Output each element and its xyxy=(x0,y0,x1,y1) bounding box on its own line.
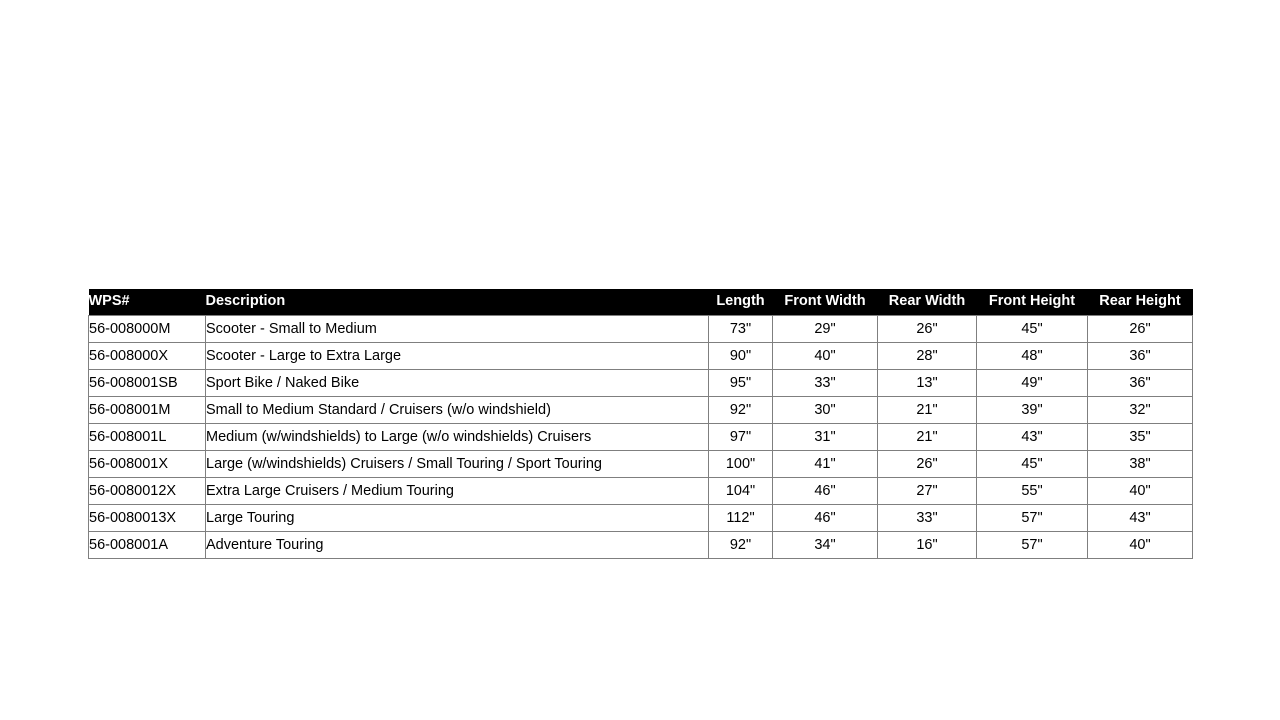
cell-length: 95" xyxy=(708,369,773,397)
cell-front-height: 48" xyxy=(976,342,1088,370)
cell-rear-width: 26" xyxy=(877,450,977,478)
cell-wps: 56-008000X xyxy=(88,342,206,370)
cell-front-height: 43" xyxy=(976,423,1088,451)
cell-length: 100" xyxy=(708,450,773,478)
cell-wps: 56-008001M xyxy=(88,396,206,424)
table-row: 56-008001M Small to Medium Standard / Cr… xyxy=(88,396,1193,424)
cell-front-height: 57" xyxy=(976,504,1088,532)
cell-rear-width: 27" xyxy=(877,477,977,505)
cell-front-width: 29" xyxy=(772,315,878,343)
table-row: 56-0080012X Extra Large Cruisers / Mediu… xyxy=(88,477,1193,505)
cell-description: Extra Large Cruisers / Medium Touring xyxy=(205,477,709,505)
cell-length: 112" xyxy=(708,504,773,532)
cell-length: 90" xyxy=(708,342,773,370)
cell-description: Large Touring xyxy=(205,504,709,532)
cell-front-width: 31" xyxy=(772,423,878,451)
cell-length: 104" xyxy=(708,477,773,505)
cell-length: 92" xyxy=(708,531,773,559)
cell-rear-height: 40" xyxy=(1087,477,1193,505)
cell-front-width: 46" xyxy=(772,504,878,532)
cell-length: 97" xyxy=(708,423,773,451)
cell-rear-width: 28" xyxy=(877,342,977,370)
cell-description: Adventure Touring xyxy=(205,531,709,559)
cell-front-height: 45" xyxy=(976,450,1088,478)
cell-rear-height: 36" xyxy=(1087,369,1193,397)
cell-front-width: 40" xyxy=(772,342,878,370)
cell-description: Scooter - Large to Extra Large xyxy=(205,342,709,370)
cell-wps: 56-0080013X xyxy=(88,504,206,532)
cell-wps: 56-0080012X xyxy=(88,477,206,505)
cell-rear-height: 35" xyxy=(1087,423,1193,451)
cell-front-width: 30" xyxy=(772,396,878,424)
cell-length: 73" xyxy=(708,315,773,343)
cell-length: 92" xyxy=(708,396,773,424)
cell-front-height: 57" xyxy=(976,531,1088,559)
cell-wps: 56-008001X xyxy=(88,450,206,478)
cell-rear-width: 26" xyxy=(877,315,977,343)
cell-wps: 56-008001A xyxy=(88,531,206,559)
cell-front-width: 41" xyxy=(772,450,878,478)
table-row: 56-0080013X Large Touring 112" 46" 33" 5… xyxy=(88,504,1193,532)
column-header-length: Length xyxy=(716,293,765,310)
cell-description: Small to Medium Standard / Cruisers (w/o… xyxy=(205,396,709,424)
column-header-description: Description xyxy=(205,293,286,310)
table-header-row: WPS# Description Length Front Width Rear… xyxy=(88,289,1193,316)
cell-rear-height: 32" xyxy=(1087,396,1193,424)
cell-description: Sport Bike / Naked Bike xyxy=(205,369,709,397)
column-header-wps: WPS# xyxy=(88,293,130,310)
cell-wps: 56-008001L xyxy=(88,423,206,451)
table-row: 56-008001L Medium (w/windshields) to Lar… xyxy=(88,423,1193,451)
cell-rear-height: 40" xyxy=(1087,531,1193,559)
cell-front-width: 34" xyxy=(772,531,878,559)
cell-rear-width: 16" xyxy=(877,531,977,559)
motorcycle-cover-sizing-table: WPS# Description Length Front Width Rear… xyxy=(88,289,1193,559)
table-header: WPS# Description Length Front Width Rear… xyxy=(88,289,1193,316)
cell-rear-height: 36" xyxy=(1087,342,1193,370)
cell-rear-width: 13" xyxy=(877,369,977,397)
column-header-rear-width: Rear Width xyxy=(888,293,966,310)
column-header-rear-height: Rear Height xyxy=(1099,293,1181,310)
cell-front-height: 45" xyxy=(976,315,1088,343)
sizing-chart-container: WPS# Description Length Front Width Rear… xyxy=(88,289,1193,559)
column-header-front-height: Front Height xyxy=(988,293,1076,310)
cell-front-height: 55" xyxy=(976,477,1088,505)
cell-description: Medium (w/windshields) to Large (w/o win… xyxy=(205,423,709,451)
cell-rear-height: 38" xyxy=(1087,450,1193,478)
table-row: 56-008000M Scooter - Small to Medium 73"… xyxy=(88,315,1193,343)
cell-wps: 56-008001SB xyxy=(88,369,206,397)
cell-rear-width: 33" xyxy=(877,504,977,532)
cell-description: Scooter - Small to Medium xyxy=(205,315,709,343)
cell-wps: 56-008000M xyxy=(88,315,206,343)
cell-front-height: 39" xyxy=(976,396,1088,424)
table-body: 56-008000M Scooter - Small to Medium 73"… xyxy=(88,315,1193,559)
cell-rear-width: 21" xyxy=(877,423,977,451)
cell-rear-width: 21" xyxy=(877,396,977,424)
cell-front-width: 33" xyxy=(772,369,878,397)
table-row: 56-008001X Large (w/windshields) Cruiser… xyxy=(88,450,1193,478)
table-row: 56-008000X Scooter - Large to Extra Larg… xyxy=(88,342,1193,370)
cell-rear-height: 43" xyxy=(1087,504,1193,532)
cell-front-height: 49" xyxy=(976,369,1088,397)
table-row: 56-008001A Adventure Touring 92" 34" 16"… xyxy=(88,531,1193,559)
column-header-front-width: Front Width xyxy=(784,293,866,310)
cell-description: Large (w/windshields) Cruisers / Small T… xyxy=(205,450,709,478)
cell-rear-height: 26" xyxy=(1087,315,1193,343)
table-row: 56-008001SB Sport Bike / Naked Bike 95" … xyxy=(88,369,1193,397)
cell-front-width: 46" xyxy=(772,477,878,505)
